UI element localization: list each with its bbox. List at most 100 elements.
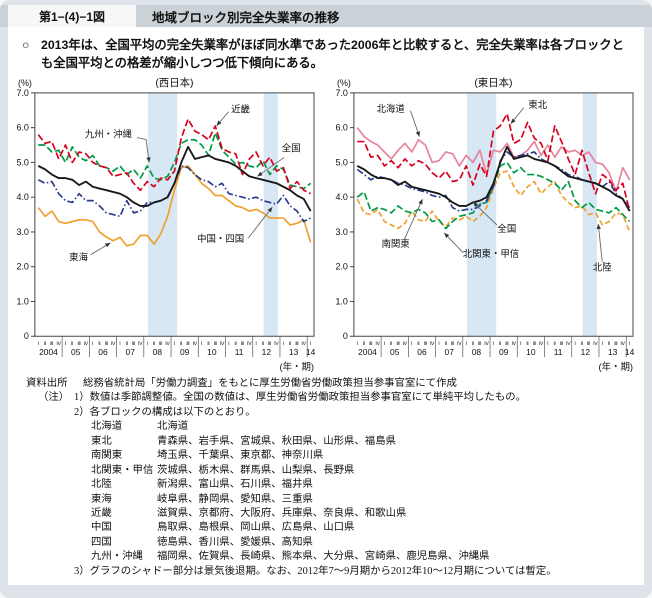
svg-text:(西日本): (西日本) [155,76,193,89]
svg-text:Ⅰ: Ⅰ [547,341,549,347]
svg-text:全国: 全国 [282,142,301,153]
svg-text:05: 05 [71,347,81,357]
svg-text:12: 12 [262,347,272,357]
figure-content: ○ 2013年は、全国平均の完全失業率がほぼ同水準であった2006年と比較すると… [8,27,644,585]
svg-text:Ⅳ: Ⅳ [165,341,170,347]
svg-text:Ⅰ: Ⅰ [384,341,386,347]
source-label: 資料出所 [26,377,68,389]
series-line [37,145,312,212]
svg-text:4.0: 4.0 [335,192,347,202]
series-line [37,164,312,247]
svg-text:東海: 東海 [69,252,88,263]
svg-text:07: 07 [445,347,455,357]
note-item-1: 1）数値は季節調整値。全国の数値は、厚生労働省労働政策担当参事官室にて単純平均し… [74,392,526,404]
svg-text:7.0: 7.0 [16,88,28,98]
svg-text:Ⅰ: Ⅰ [146,341,148,347]
svg-text:Ⅲ: Ⅲ [424,341,428,347]
svg-text:6.0: 6.0 [16,123,28,133]
svg-text:Ⅳ: Ⅳ [457,341,462,347]
svg-text:5.0: 5.0 [16,157,28,167]
svg-text:Ⅲ: Ⅲ [587,341,591,347]
svg-text:Ⅱ: Ⅱ [581,341,584,347]
svg-text:Ⅲ: Ⅲ [295,341,299,347]
svg-text:4.0: 4.0 [16,192,28,202]
svg-text:Ⅰ: Ⅰ [465,341,467,347]
svg-text:Ⅲ: Ⅲ [50,341,54,347]
svg-text:3.0: 3.0 [335,227,347,237]
svg-text:Ⅰ: Ⅰ [520,341,522,347]
svg-text:Ⅰ: Ⅰ [493,341,495,347]
block-prefs: 滋賀県、京都府、大阪府、兵庫県、奈良県、和歌山県 [157,507,407,519]
svg-text:13: 13 [608,347,618,357]
svg-text:Ⅳ: Ⅳ [566,341,571,347]
svg-text:0: 0 [24,331,29,341]
block-prefs: 茨城県、栃木県、群馬県、山梨県、長野県 [157,464,355,476]
figure-header: 第1−(4)−1図 地域ブロック別完全失業率の推移 [0,5,652,27]
svg-text:Ⅰ: Ⅰ [411,341,413,347]
figure-title: 地域ブロック別完全失業率の推移 [152,10,340,25]
svg-text:近畿: 近畿 [231,104,250,115]
svg-text:14: 14 [306,347,316,357]
svg-text:Ⅱ: Ⅱ [417,341,420,347]
svg-text:Ⅱ: Ⅱ [499,341,502,347]
summary: ○ 2013年は、全国平均の完全失業率がほぼ同水準であった2006年と比較すると… [22,36,632,73]
svg-text:09: 09 [499,347,509,357]
svg-text:Ⅳ: Ⅳ [375,341,380,347]
svg-text:12: 12 [581,347,591,357]
svg-text:Ⅱ: Ⅱ [445,341,448,347]
svg-text:Ⅳ: Ⅳ [430,341,435,347]
svg-text:Ⅰ: Ⅰ [228,341,230,347]
svg-text:Ⅱ: Ⅱ [390,341,393,347]
block-prefs: 徳島県、香川県、愛媛県、高知県 [157,536,313,548]
svg-text:10: 10 [526,347,536,357]
block-prefs: 岐阜県、静岡県、愛知県、三重県 [157,493,313,505]
svg-text:Ⅱ: Ⅱ [126,341,129,347]
svg-text:Ⅱ: Ⅱ [44,341,47,347]
summary-bullet-icon: ○ [22,38,30,52]
svg-text:1.0: 1.0 [335,296,347,306]
block-name: 四国 [91,536,112,548]
svg-text:Ⅰ: Ⅰ [602,341,604,347]
svg-text:Ⅲ: Ⅲ [214,341,218,347]
svg-text:Ⅰ: Ⅰ [310,341,312,347]
svg-text:Ⅳ: Ⅳ [247,341,252,347]
block-row: 南関東 埼玉県、千葉県、東京都、神奈川県 [91,449,638,463]
svg-text:Ⅰ: Ⅰ [283,341,285,347]
svg-text:(%): (%) [337,78,351,88]
svg-text:Ⅳ: Ⅳ [539,341,544,347]
source-text: 総務省統計局「労働力調査」をもとに厚生労働省労働政策担当参事官室にて作成 [83,377,457,389]
svg-text:14: 14 [625,347,635,357]
svg-text:06: 06 [417,347,427,357]
series-line [356,170,631,233]
block-prefs: 埼玉県、千葉県、東京都、神奈川県 [157,450,324,462]
svg-text:Ⅳ: Ⅳ [111,341,116,347]
svg-text:Ⅰ: Ⅰ [438,341,440,347]
svg-text:九州・沖縄: 九州・沖縄 [85,128,133,139]
svg-text:Ⅲ: Ⅲ [186,341,190,347]
svg-text:Ⅰ: Ⅰ [574,341,576,347]
svg-text:7.0: 7.0 [335,88,347,98]
svg-text:07: 07 [126,347,136,357]
svg-text:北陸: 北陸 [593,262,612,273]
series-line [38,131,312,190]
svg-text:Ⅳ: Ⅳ [484,341,489,347]
block-prefs: 北海道 [157,421,189,433]
block-prefs: 青森県、岩手県、宮城県、秋田県、山形県、福島県 [157,435,396,447]
svg-text:Ⅲ: Ⅲ [451,341,455,347]
block-name: 九州・沖縄 [91,551,143,563]
svg-text:Ⅲ: Ⅲ [241,341,245,347]
svg-text:0: 0 [343,331,348,341]
notes-label: （注） [38,392,70,404]
svg-text:Ⅰ: Ⅰ [357,341,359,347]
note-item-2: 2）各ブロックの構成は以下のとおり。 [74,406,256,418]
notes-row: （注） 1）数値は季節調整値。全国の数値は、厚生労働省労働政策担当参事官室にて単… [26,391,638,579]
svg-text:05: 05 [390,347,400,357]
svg-text:2004: 2004 [358,347,377,357]
svg-text:2.0: 2.0 [16,262,28,272]
svg-text:Ⅲ: Ⅲ [505,341,509,347]
block-name: 東北 [91,435,112,447]
